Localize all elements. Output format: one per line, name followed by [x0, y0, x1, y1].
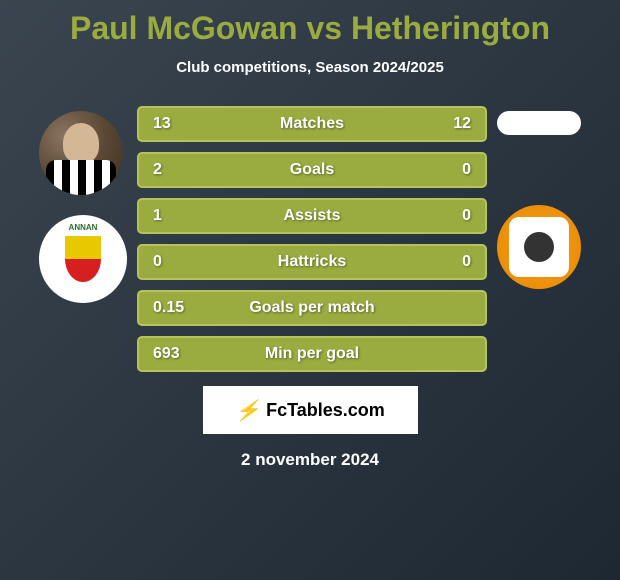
stat-left: 0: [153, 253, 162, 271]
club2-inner-icon: [509, 217, 569, 277]
page-title: Paul McGowan vs Hetherington: [0, 10, 620, 47]
stat-label: Hattricks: [278, 253, 346, 271]
stat-bar-assists: 1 Assists 0: [137, 198, 487, 234]
watermark-icon: ⚡: [235, 398, 260, 423]
player1-avatar: [39, 111, 123, 195]
club2-badge: [497, 205, 581, 289]
stat-right: 12: [453, 115, 471, 133]
right-avatars: [497, 106, 581, 289]
stat-right: 0: [462, 253, 471, 271]
content-area: ANNAN 13 Matches 12 2 Goals 0 1 Assists …: [0, 106, 620, 372]
stat-label: Goals: [290, 161, 334, 179]
date: 2 november 2024: [0, 450, 620, 470]
club1-shield-icon: [65, 236, 101, 282]
stat-label: Matches: [280, 115, 344, 133]
club1-badge: ANNAN: [39, 215, 127, 303]
watermark-text: FcTables.com: [266, 400, 385, 421]
stat-right: 0: [462, 161, 471, 179]
stats-column: 13 Matches 12 2 Goals 0 1 Assists 0 0 Ha…: [137, 106, 487, 372]
stat-left: 2: [153, 161, 162, 179]
stat-bar-matches: 13 Matches 12: [137, 106, 487, 142]
stat-right: 0: [462, 207, 471, 225]
club1-text: ANNAN: [69, 223, 98, 232]
stat-left: 1: [153, 207, 162, 225]
stat-left: 13: [153, 115, 171, 133]
stat-label: Assists: [284, 207, 341, 225]
stat-bar-mpg: 693 Min per goal: [137, 336, 487, 372]
stat-label: Min per goal: [265, 345, 359, 363]
left-avatars: ANNAN: [39, 106, 127, 303]
stat-bar-hattricks: 0 Hattricks 0: [137, 244, 487, 280]
subtitle: Club competitions, Season 2024/2025: [0, 59, 620, 76]
player2-avatar: [497, 111, 581, 135]
stat-bar-gpm: 0.15 Goals per match: [137, 290, 487, 326]
stat-left: 0.15: [153, 299, 184, 317]
main-container: Paul McGowan vs Hetherington Club compet…: [0, 0, 620, 480]
stat-bar-goals: 2 Goals 0: [137, 152, 487, 188]
stat-label: Goals per match: [249, 299, 374, 317]
watermark: ⚡ FcTables.com: [203, 386, 418, 434]
stat-left: 693: [153, 345, 180, 363]
